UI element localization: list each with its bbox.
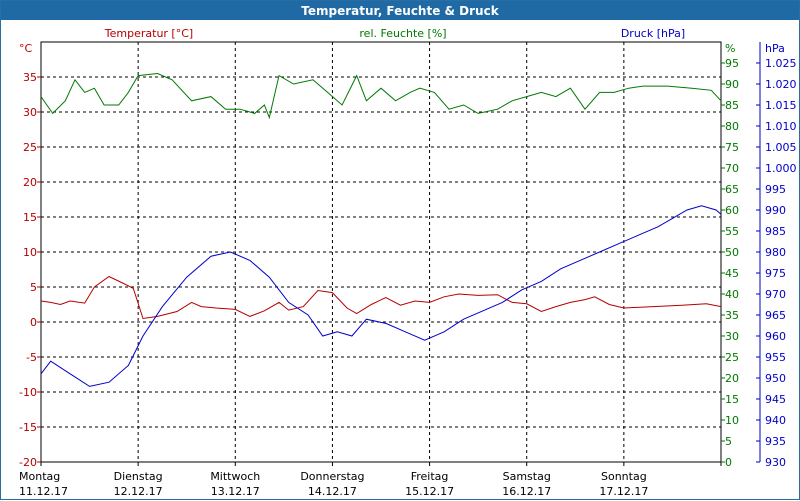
legend-pressure: Druck [hPa]	[621, 27, 685, 40]
humidity-tick-label: 60	[725, 204, 739, 217]
x-day-label: Samstag	[503, 470, 551, 483]
humidity-tick-label: 85	[725, 99, 739, 112]
pressure-tick-label: 990	[765, 204, 786, 217]
humidity-series-line	[40, 72, 722, 120]
pressure-tick-label: 960	[765, 330, 786, 343]
x-day-label: Dienstag	[114, 470, 163, 483]
humidity-tick-label: 55	[725, 225, 739, 238]
pressure-tick-label: 955	[765, 351, 786, 364]
pressure-tick-label: 1.005	[765, 141, 797, 154]
right-pressure-unit: hPa	[765, 42, 785, 55]
legend-humidity: rel. Feuchte [%]	[359, 27, 446, 40]
x-date-label: 12.12.17	[114, 485, 163, 498]
humidity-tick-label: 50	[725, 246, 739, 259]
x-date-label: 13.12.17	[211, 485, 260, 498]
left-axis-unit: °C	[19, 42, 33, 55]
left-tick-label: 10	[23, 246, 37, 259]
humidity-tick-label: 15	[725, 393, 739, 406]
humidity-tick-label: 5	[725, 435, 732, 448]
window-title: Temperatur, Feuchte & Druck	[1, 1, 799, 20]
left-tick-label: 5	[30, 281, 37, 294]
temperature-series-line	[40, 275, 722, 320]
pressure-tick-label: 940	[765, 414, 786, 427]
x-day-label: Montag	[19, 470, 60, 483]
x-date-label: 14.12.17	[308, 485, 357, 498]
humidity-tick-label: 80	[725, 120, 739, 133]
pressure-tick-label: 980	[765, 246, 786, 259]
pressure-tick-label: 935	[765, 435, 786, 448]
pressure-tick-label: 975	[765, 267, 786, 280]
humidity-tick-label: 25	[725, 351, 739, 364]
left-tick-label: 15	[23, 211, 37, 224]
humidity-tick-label: 30	[725, 330, 739, 343]
humidity-tick-label: 20	[725, 372, 739, 385]
grid	[37, 42, 761, 466]
humidity-tick-label: 75	[725, 141, 739, 154]
pressure-tick-label: 965	[765, 309, 786, 322]
right-humidity-unit: %	[725, 42, 735, 55]
left-tick-label: -5	[26, 351, 37, 364]
left-tick-label: -10	[19, 386, 37, 399]
left-tick-label: 20	[23, 176, 37, 189]
humidity-tick-label: 90	[725, 78, 739, 91]
left-tick-label: 0	[30, 316, 37, 329]
series-layer	[40, 72, 722, 387]
pressure-tick-label: 995	[765, 183, 786, 196]
pressure-tick-label: 985	[765, 225, 786, 238]
humidity-tick-label: 40	[725, 288, 739, 301]
pressure-tick-label: 1.025	[765, 57, 797, 70]
pressure-tick-label: 950	[765, 372, 786, 385]
x-day-label: Freitag	[411, 470, 449, 483]
humidity-tick-label: 65	[725, 183, 739, 196]
x-date-label: 11.12.17	[19, 485, 68, 498]
left-tick-label: -15	[19, 421, 37, 434]
pressure-tick-label: 970	[765, 288, 786, 301]
x-date-label: 16.12.17	[502, 485, 551, 498]
pressure-series-line	[40, 205, 722, 387]
humidity-tick-label: 10	[725, 414, 739, 427]
humidity-tick-label: 35	[725, 309, 739, 322]
humidity-tick-label: 95	[725, 57, 739, 70]
left-tick-label: -20	[19, 456, 37, 469]
pressure-tick-label: 945	[765, 393, 786, 406]
left-tick-label: 30	[23, 106, 37, 119]
pressure-tick-label: 1.000	[765, 162, 797, 175]
legend-temperature: Temperatur [°C]	[104, 27, 193, 40]
x-date-label: 17.12.17	[599, 485, 648, 498]
tick-labels: -20 -15 -10 -5 0 5 10 15 20 25 30 35 0 5 10 15 20 25 30 35 4…	[19, 57, 797, 498]
pressure-tick-label: 1.020	[765, 78, 797, 91]
humidity-tick-label: 0	[725, 456, 732, 469]
x-day-label: Donnerstag	[300, 470, 364, 483]
humidity-tick-label: 70	[725, 162, 739, 175]
left-tick-label: 25	[23, 141, 37, 154]
left-tick-label: 35	[23, 71, 37, 84]
x-date-label: 15.12.17	[405, 485, 454, 498]
pressure-tick-label: 1.015	[765, 99, 797, 112]
x-day-label: Mittwoch	[210, 470, 260, 483]
pressure-tick-label: 1.010	[765, 120, 797, 133]
humidity-tick-label: 45	[725, 267, 739, 280]
pressure-tick-label: 930	[765, 456, 786, 469]
x-day-label: Sonntag	[601, 470, 647, 483]
